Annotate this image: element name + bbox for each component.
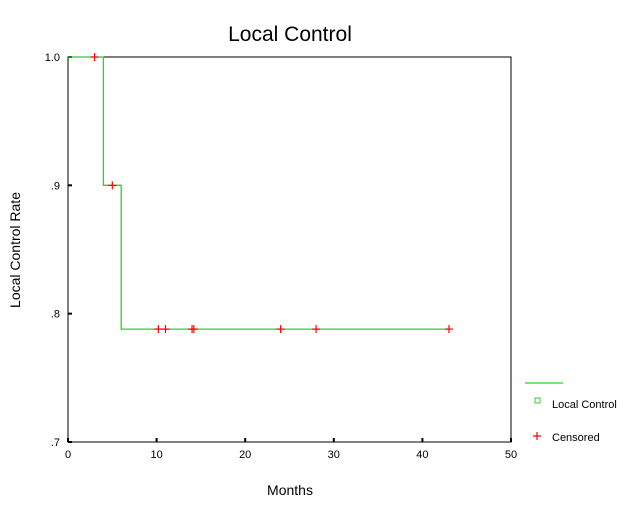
y-tick-label: .8	[51, 309, 60, 321]
legend-square-swatch	[534, 397, 541, 404]
legend-label-local-control: Local Control	[552, 399, 617, 411]
legend-label-censored: Censored	[552, 432, 600, 444]
y-tick-label: .7	[51, 437, 60, 449]
plot-frame	[67, 56, 512, 443]
x-tick-label: 20	[239, 449, 251, 461]
x-axis-label: Months	[267, 482, 313, 498]
y-axis-label: Local Control Rate	[7, 192, 23, 308]
x-tick-label: 40	[416, 449, 428, 461]
x-tick-label: 30	[328, 449, 340, 461]
censored-marker	[312, 325, 321, 334]
censored-marker	[444, 325, 453, 334]
y-tick-label: 1.0	[45, 52, 60, 64]
x-tick-label: 10	[150, 449, 162, 461]
chart-title: Local Control	[228, 23, 352, 46]
series-layer	[68, 53, 453, 334]
survival-step-line	[68, 56, 449, 330]
censored-marker	[90, 53, 99, 61]
censored-marker	[154, 325, 163, 334]
censored-marker	[189, 325, 198, 334]
x-tick-label: 50	[505, 449, 517, 461]
legend: Local Control Censored	[525, 382, 617, 444]
legend-censored-marker	[533, 432, 541, 440]
censored-marker	[108, 181, 117, 190]
x-tick-label: 0	[65, 449, 71, 461]
x-axis: 0 10 20 30 40 50	[65, 438, 517, 461]
censored-marker	[161, 325, 170, 334]
y-tick-label: .9	[51, 180, 60, 192]
censored-marker	[276, 325, 285, 334]
